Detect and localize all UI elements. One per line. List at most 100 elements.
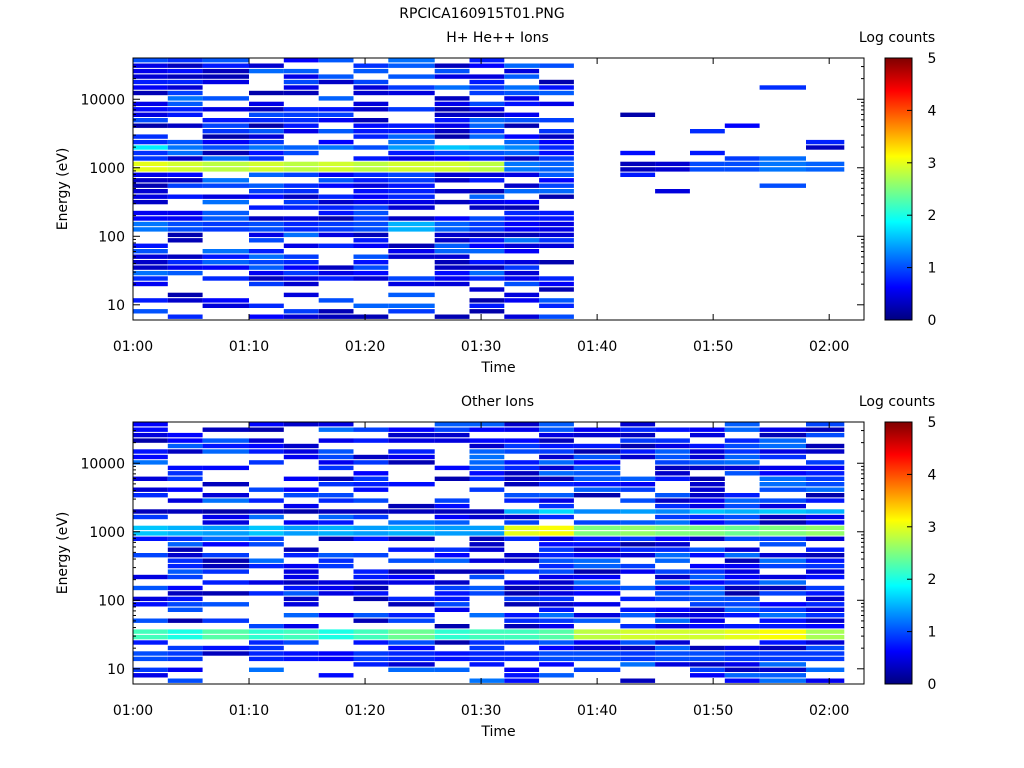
heatmap-cell — [573, 449, 621, 454]
heatmap-cell — [504, 673, 540, 678]
heatmap-cell — [249, 63, 284, 68]
heatmap-cell — [202, 150, 249, 156]
heatmap-cell — [690, 645, 725, 651]
heatmap-cell — [539, 438, 574, 443]
heatmap-cell — [690, 460, 725, 465]
heatmap-cell — [806, 167, 845, 172]
heatmap-cell — [167, 531, 203, 536]
heatmap-cell — [504, 150, 540, 156]
heatmap-cell — [202, 449, 249, 454]
heatmap-cell — [318, 580, 354, 585]
heatmap-cell — [469, 189, 505, 194]
heatmap-cell — [353, 216, 389, 221]
heatmap-cell — [283, 145, 319, 150]
heatmap-cell — [759, 651, 806, 656]
heatmap-cell — [388, 134, 435, 139]
heatmap-cell — [434, 624, 470, 629]
heatmap-cell — [202, 260, 249, 265]
heatmap-cell — [202, 427, 249, 432]
heatmap-cell — [655, 574, 690, 580]
heatmap-cell — [133, 90, 168, 96]
heatmap-cell — [806, 678, 845, 683]
heatmap-cell — [283, 656, 319, 662]
heatmap-cell — [318, 199, 354, 205]
heatmap-cell — [283, 309, 319, 314]
heatmap-cell — [167, 443, 203, 449]
heatmap-cell — [620, 449, 656, 454]
heatmap-cell — [133, 156, 168, 161]
heatmap-cell — [388, 438, 435, 443]
heatmap-cell — [318, 585, 354, 591]
heatmap-cell — [504, 651, 540, 656]
heatmap-cell — [759, 85, 806, 90]
heatmap-cell — [504, 249, 540, 254]
heatmap-cell — [655, 471, 690, 476]
heatmap-cell — [133, 167, 168, 172]
heatmap-cell — [434, 68, 470, 74]
heatmap-cell — [759, 498, 806, 503]
heatmap-cell — [167, 178, 203, 183]
heatmap-cell — [469, 79, 505, 85]
heatmap-cell — [353, 471, 389, 476]
heatmap-cell — [318, 651, 354, 656]
heatmap-cell — [353, 270, 389, 276]
heatmap-cell — [283, 216, 319, 221]
heatmap-cell — [655, 656, 690, 662]
heatmap-cell — [133, 172, 168, 177]
heatmap-cell — [434, 156, 470, 161]
heatmap-cell — [759, 629, 806, 634]
heatmap-cell — [504, 118, 540, 123]
heatmap-cell — [167, 667, 203, 672]
heatmap-cell — [620, 624, 656, 629]
heatmap-cell — [353, 525, 389, 531]
heatmap-cell — [469, 101, 505, 107]
heatmap-cell — [283, 624, 319, 629]
heatmap-cell — [724, 558, 760, 563]
heatmap-cell — [318, 178, 354, 183]
heatmap-cell — [690, 476, 725, 481]
heatmap-cell — [724, 673, 760, 678]
heatmap-cell — [573, 509, 621, 514]
heatmap-cell — [167, 596, 203, 602]
heatmap-cell — [133, 85, 168, 90]
heatmap-cell — [388, 189, 435, 194]
heatmap-cell — [133, 487, 168, 492]
x-tick-label: 01:50 — [693, 339, 733, 355]
heatmap-cell — [759, 580, 806, 585]
heatmap-cell — [724, 156, 760, 161]
heatmap-cell — [353, 591, 389, 596]
heatmap-cell — [353, 276, 389, 281]
spectrogram-cells — [133, 422, 845, 683]
heatmap-cell — [249, 422, 284, 427]
heatmap-cell — [759, 607, 806, 612]
heatmap-cell — [504, 427, 540, 432]
heatmap-cell — [434, 227, 470, 232]
heatmap-cell — [249, 498, 284, 503]
x-tick-label: 01:20 — [345, 339, 385, 355]
heatmap-cell — [283, 150, 319, 156]
heatmap-cell — [539, 172, 574, 177]
heatmap-cell — [690, 602, 725, 607]
heatmap-cell — [202, 265, 249, 270]
heatmap-cell — [388, 216, 435, 221]
heatmap-cell — [249, 460, 284, 465]
heatmap-cell — [469, 471, 505, 476]
heatmap-cell — [434, 118, 470, 123]
heatmap-cell — [504, 558, 540, 563]
heatmap-cell — [167, 161, 203, 167]
heatmap-cell — [469, 194, 505, 199]
heatmap-cell — [202, 221, 249, 227]
heatmap-cell — [806, 613, 845, 618]
y-tick-label: 10000 — [80, 456, 125, 472]
heatmap-cell — [353, 514, 389, 520]
heatmap-cell — [759, 167, 806, 172]
heatmap-cell — [353, 629, 389, 634]
heatmap-cell — [759, 645, 806, 651]
heatmap-cell — [353, 134, 389, 139]
heatmap-cell — [388, 536, 435, 541]
panel-title: H+ He++ Ions — [446, 30, 549, 46]
heatmap-cell — [759, 443, 806, 449]
heatmap-cell — [353, 487, 389, 492]
heatmap-cell — [759, 613, 806, 618]
heatmap-cell — [202, 107, 249, 112]
